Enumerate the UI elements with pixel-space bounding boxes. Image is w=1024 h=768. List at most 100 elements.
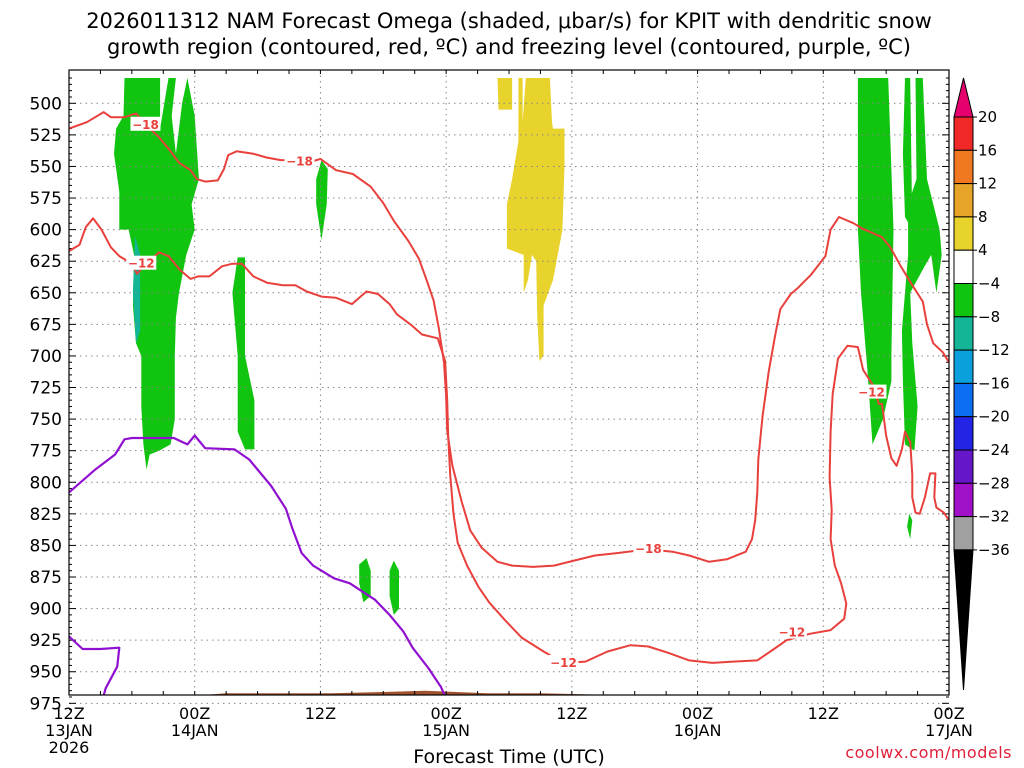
contour-label-4: −12	[550, 656, 577, 670]
freezing-level-contour-1	[69, 635, 121, 695]
colorbar-top-arrow	[953, 77, 974, 118]
colorbar-swatch	[953, 482, 974, 518]
omega-region-2	[232, 257, 255, 450]
x-tick-label: 14JAN	[171, 721, 219, 740]
colorbar-swatch	[953, 449, 974, 484]
colorbar-swatch	[953, 516, 974, 551]
x-tick-label: 12Z	[53, 704, 84, 723]
y-tick-label: 875	[30, 568, 62, 588]
colorbar-label: 12	[978, 175, 997, 193]
y-tick-label: 525	[30, 126, 62, 146]
x-tick-label: 00Z	[179, 704, 210, 723]
omega-region-7	[901, 78, 942, 451]
contour-label-3: −18	[635, 542, 662, 556]
colorbar-swatch	[953, 116, 974, 151]
colorbar-swatch	[953, 216, 974, 251]
x-tick-label: 00Z	[430, 704, 461, 723]
y-tick-label: 925	[30, 631, 62, 651]
credit-text: coolwx.com/models	[845, 743, 1012, 762]
omega-region-0	[114, 78, 199, 470]
x-tick-label: 00Z	[933, 704, 964, 723]
contour-labels: −18 −18 −12 −18 −12 −12 −12	[126, 116, 887, 670]
x-tick-label: 2026	[49, 738, 90, 757]
omega-region-11	[506, 78, 565, 361]
y-tick-label: 675	[30, 315, 62, 335]
colorbar: 20 16 12 8 4 −4 −8 −12 −16 −20 −24 −28 −32 −36	[953, 77, 1010, 691]
y-tick-label: 625	[30, 252, 62, 272]
y-tick-label: 550	[30, 157, 62, 177]
y-tick-label: 725	[30, 379, 62, 399]
y-tick-label: 650	[30, 284, 62, 304]
gridlines	[68, 70, 950, 711]
y-tick-label: 500	[30, 94, 62, 114]
omega-region-5	[857, 78, 894, 445]
colorbar-label: −20	[978, 408, 1010, 426]
x-tick-label: 12Z	[808, 704, 839, 723]
colorbar-label: −16	[978, 374, 1010, 392]
colorbar-swatch	[953, 416, 974, 451]
colorbar-label: 4	[978, 241, 988, 259]
colorbar-label: −4	[978, 275, 1000, 293]
x-tick-label: 12Z	[556, 704, 587, 723]
y-tick-label: 975	[30, 694, 62, 714]
contour-label-bg	[776, 624, 807, 639]
omega-shading	[114, 78, 942, 615]
y-tick-label: 950	[30, 663, 62, 683]
colorbar-label: −28	[978, 474, 1010, 492]
x-tick-label: 13JAN	[45, 721, 93, 740]
omega-region-6	[902, 78, 913, 230]
omega-region-1	[316, 160, 328, 240]
y-tick-label: 800	[30, 473, 62, 493]
x-tick-label: 17JAN	[925, 721, 973, 740]
y-tick-label: 850	[30, 536, 62, 556]
y-tick-label: 575	[30, 189, 62, 209]
freezing-level-contour-0	[69, 434, 446, 695]
colorbar-swatch	[953, 249, 974, 284]
contour-label-bg	[856, 384, 887, 399]
contour-label-5: −12	[778, 626, 805, 640]
colorbar-label: −32	[978, 508, 1010, 526]
y-axis-ticks: 500 525 550 575 600 625 650 675 700 725 750 775 800 8…	[30, 94, 62, 714]
x-tick-label: 15JAN	[422, 721, 470, 740]
colorbar-swatch	[953, 349, 974, 384]
colorbar-label: −12	[978, 341, 1010, 359]
colorbar-swatch	[953, 183, 974, 218]
contour-label-bg	[284, 153, 315, 168]
contour-label-0: −18	[132, 118, 159, 132]
colorbar-label: −8	[978, 308, 1000, 326]
contour-label-bg	[130, 116, 161, 131]
contour-label-bg	[548, 654, 579, 669]
y-tick-label: 750	[30, 410, 62, 430]
colorbar-label: −36	[978, 541, 1010, 559]
omega-region-8	[907, 513, 913, 540]
colorbar-label: −24	[978, 441, 1010, 459]
contour-label-2: −12	[128, 257, 155, 271]
contour-label-bg	[633, 541, 664, 556]
x-axis-label: Forecast Time (UTC)	[413, 746, 604, 768]
terrain-fill	[169, 690, 668, 695]
chart-title-line-2: growth region (contoured, red, ºC) and f…	[107, 35, 911, 59]
y-tick-label: 700	[30, 347, 62, 367]
contour-label-1: −18	[286, 154, 313, 168]
x-tick-label: 12Z	[305, 704, 336, 723]
chart-title-line-1: 2026011312 NAM Forecast Omega (shaded, μ…	[86, 9, 932, 33]
colorbar-label: 8	[978, 208, 988, 226]
x-tick-label: 16JAN	[674, 721, 722, 740]
y-tick-label: 775	[30, 442, 62, 462]
y-tick-label: 900	[30, 600, 62, 620]
y-tick-label: 825	[30, 505, 62, 525]
colorbar-swatch	[953, 149, 974, 185]
x-tick-label: 00Z	[682, 704, 713, 723]
contour-label-bg	[126, 255, 157, 270]
contour-label-6: −12	[858, 386, 885, 400]
colorbar-swatch	[953, 283, 974, 318]
dgz-contour-1	[69, 217, 949, 664]
colorbar-swatch	[953, 316, 974, 351]
omega-region-10	[497, 78, 513, 110]
colorbar-label: 16	[978, 141, 997, 159]
plot-frame	[68, 69, 950, 696]
colorbar-bottom-arrow	[953, 549, 974, 691]
colorbar-label: 20	[978, 108, 997, 126]
